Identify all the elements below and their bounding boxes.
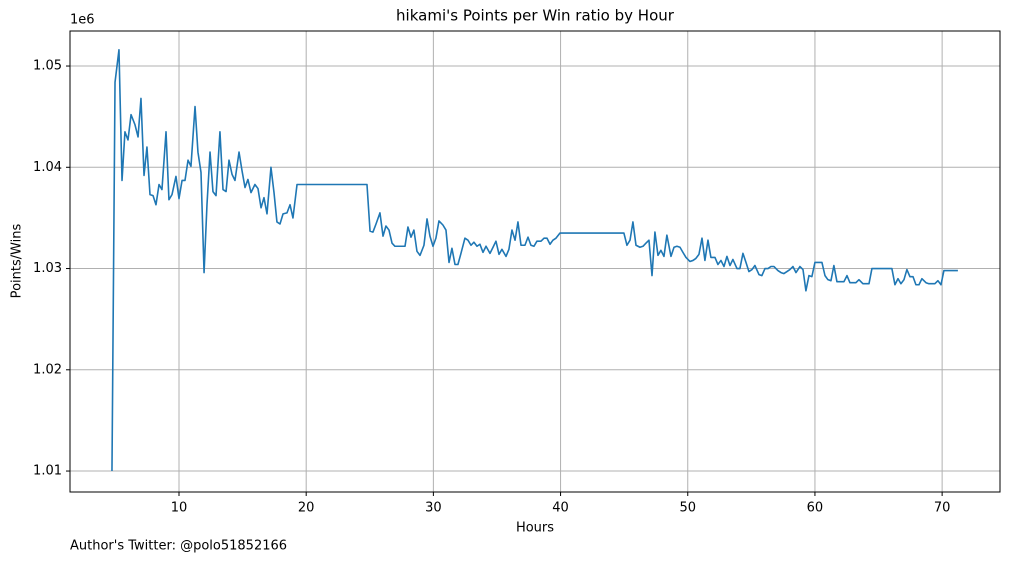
data-line xyxy=(111,49,958,472)
y-offset-label: 1e6 xyxy=(70,13,95,28)
x-tick-label: 30 xyxy=(425,501,442,516)
x-tick-label: 50 xyxy=(679,501,696,516)
y-tick-label: 1.05 xyxy=(33,59,62,74)
footnote: Author's Twitter: @polo51852166 xyxy=(70,539,287,554)
x-tick-label: 60 xyxy=(807,501,824,516)
plot-frame xyxy=(69,30,1001,493)
chart-title: hikami's Points per Win ratio by Hour xyxy=(396,7,675,25)
x-tick-label: 40 xyxy=(552,501,569,516)
x-tick-label: 20 xyxy=(298,501,315,516)
x-tick-label: 10 xyxy=(171,501,188,516)
y-tick-label: 1.01 xyxy=(33,464,62,479)
x-tick-label: 70 xyxy=(934,501,951,516)
y-axis-label: Points/Wins xyxy=(10,223,25,298)
x-axis-label: Hours xyxy=(516,521,554,536)
y-tick-label: 1.02 xyxy=(33,362,62,377)
y-tick-label: 1.03 xyxy=(33,261,62,276)
y-tick-label: 1.04 xyxy=(33,160,62,175)
